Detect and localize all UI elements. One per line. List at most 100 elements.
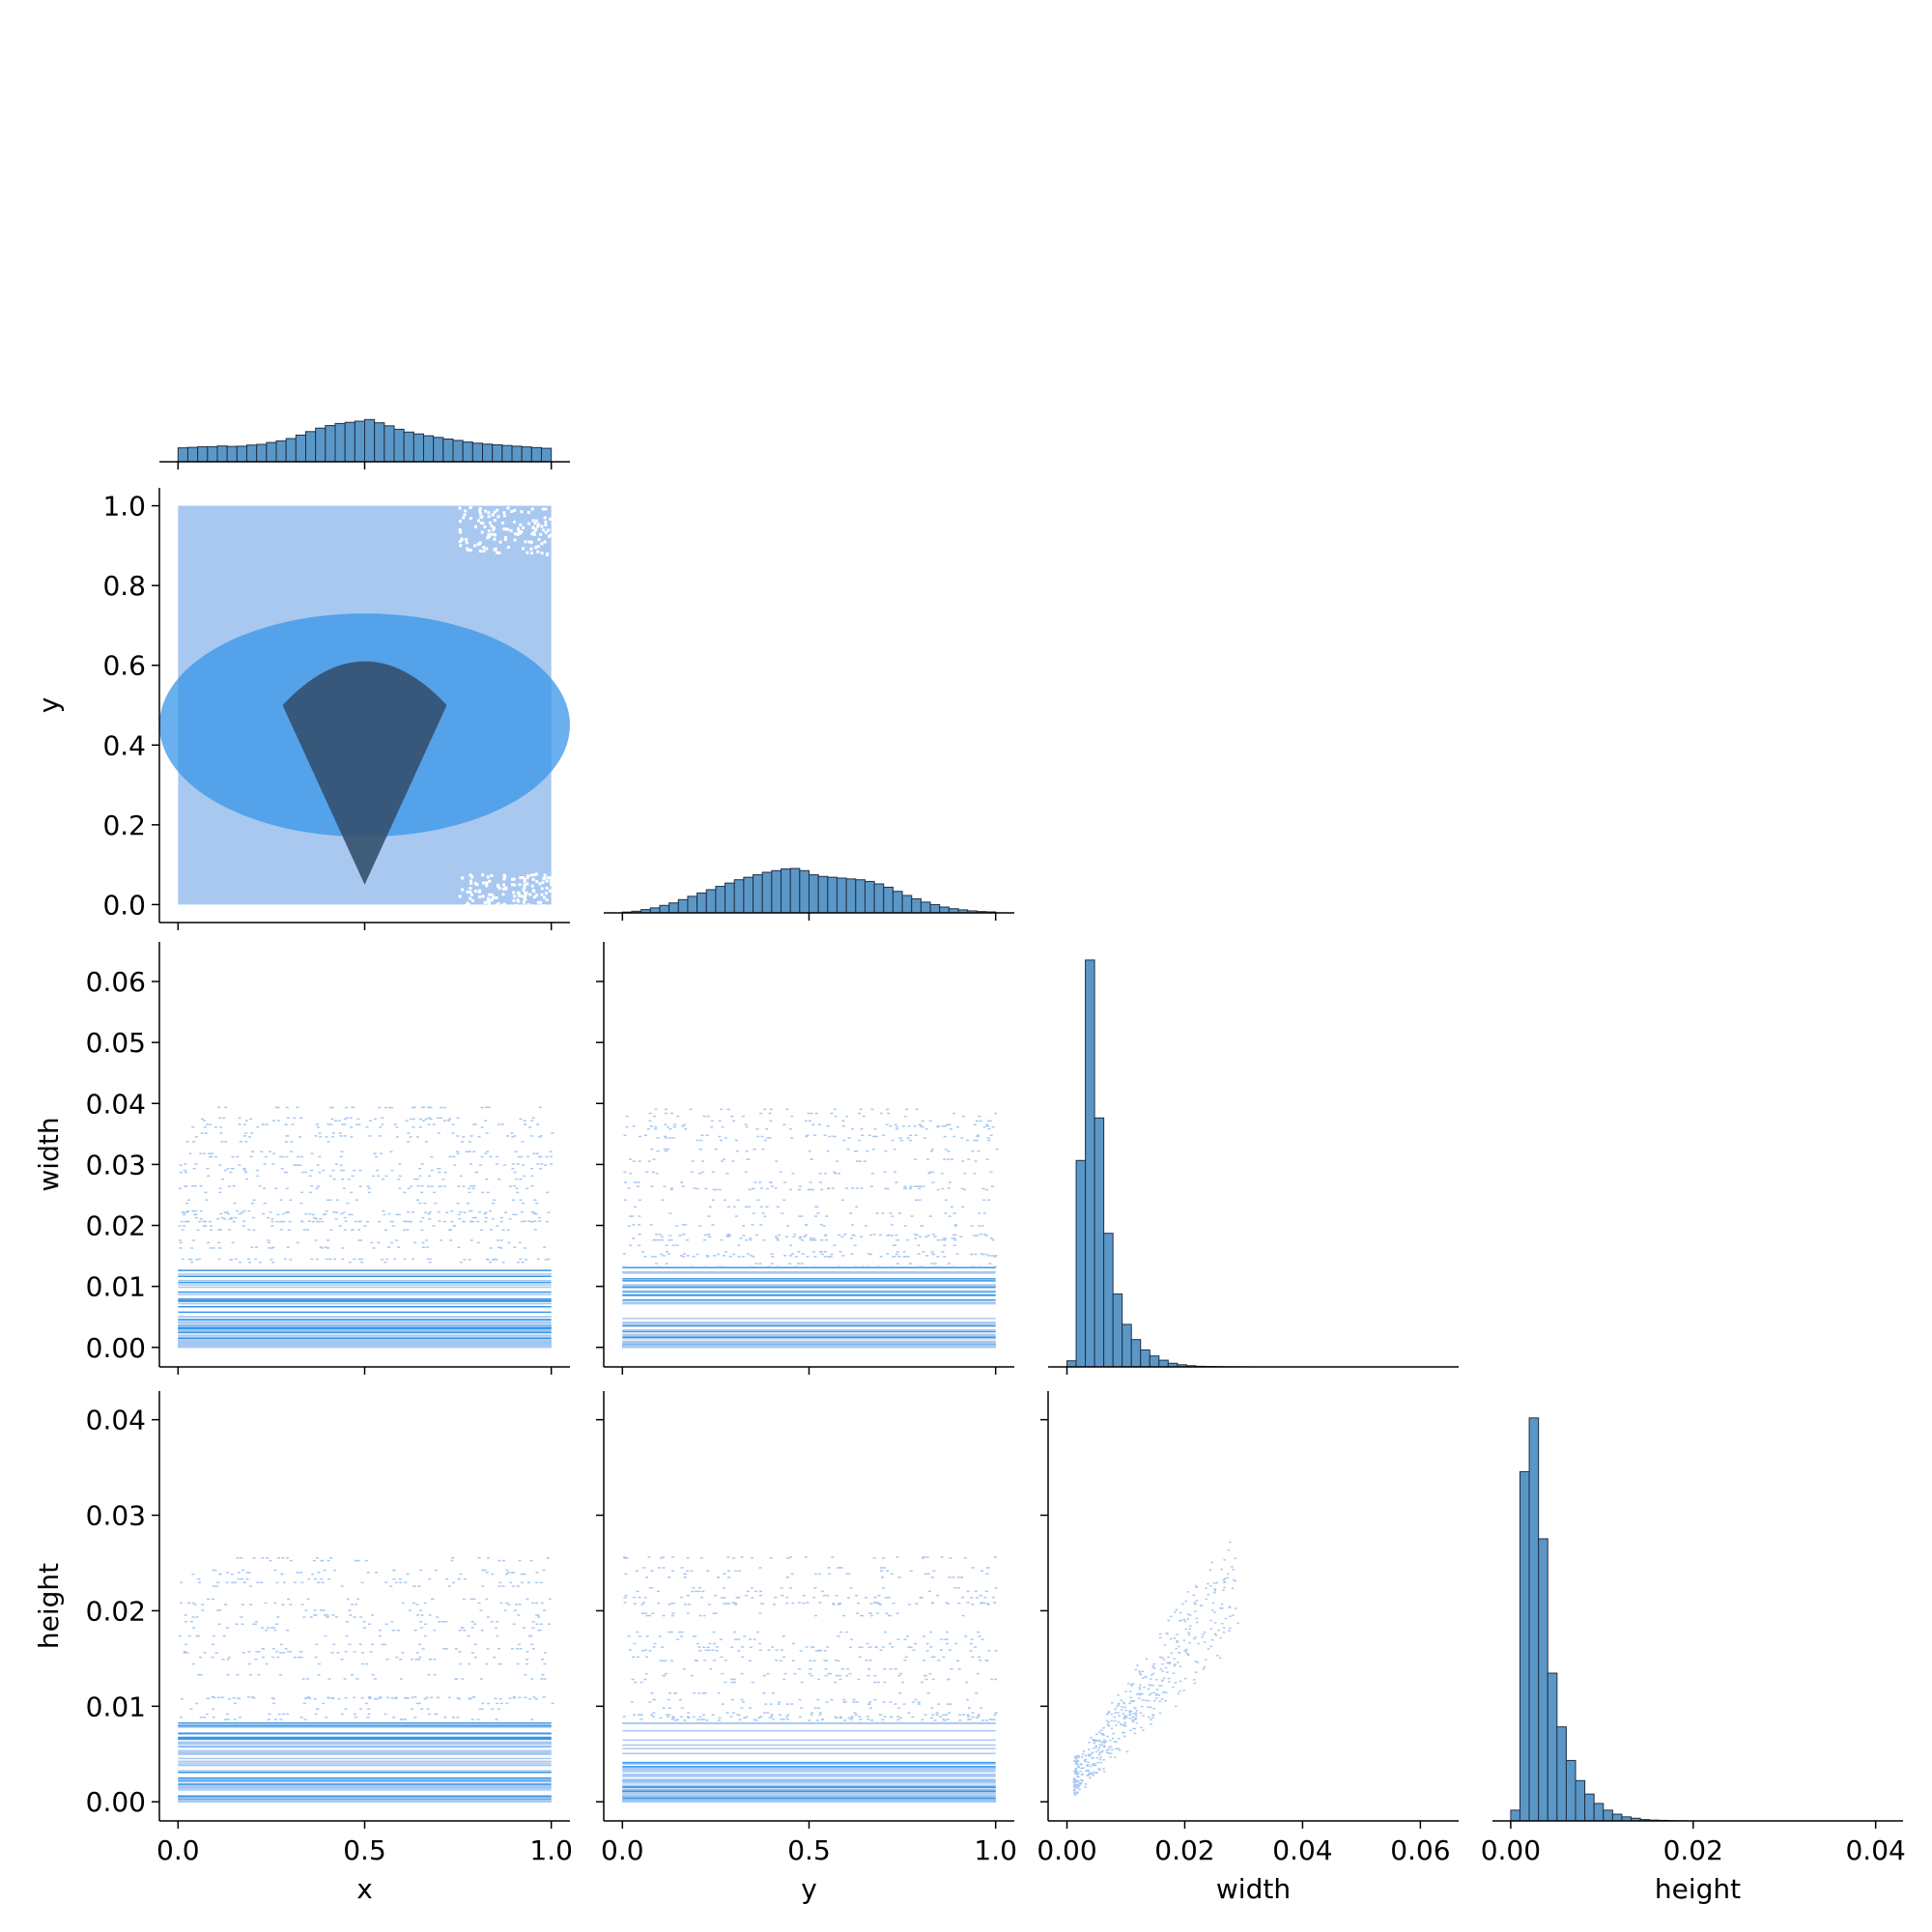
density-speck bbox=[262, 1212, 266, 1215]
density-speck bbox=[623, 1557, 627, 1559]
density-speck bbox=[785, 1596, 789, 1599]
density-gap bbox=[485, 884, 489, 888]
density-speck bbox=[769, 1557, 773, 1559]
density-speck bbox=[471, 1216, 475, 1219]
histogram-bar bbox=[511, 445, 523, 463]
density-speck bbox=[853, 1150, 857, 1152]
density-speck bbox=[990, 1255, 994, 1257]
density-gap bbox=[530, 551, 534, 554]
density-speck bbox=[624, 1181, 628, 1183]
density-gap bbox=[478, 889, 482, 893]
density-speck bbox=[469, 1163, 473, 1165]
density-speck bbox=[363, 1225, 367, 1227]
density-speck bbox=[230, 1216, 234, 1219]
density-speck bbox=[874, 1135, 878, 1138]
density-speck bbox=[426, 1708, 430, 1710]
scatter-point bbox=[1110, 1713, 1114, 1716]
density-speck bbox=[247, 1209, 251, 1212]
density-speck bbox=[881, 1577, 885, 1578]
density-speck bbox=[632, 1656, 636, 1659]
density-speck bbox=[251, 1216, 255, 1219]
density-speck bbox=[408, 1220, 412, 1223]
density-speck bbox=[675, 1244, 679, 1246]
density-speck bbox=[302, 1702, 306, 1705]
density-gap bbox=[548, 889, 552, 893]
density-speck bbox=[744, 1206, 748, 1208]
density-speck bbox=[777, 1703, 781, 1705]
density-speck bbox=[715, 1650, 719, 1652]
density-speck bbox=[670, 1660, 674, 1662]
density-speck bbox=[640, 1612, 644, 1614]
density-speck bbox=[850, 1127, 854, 1130]
density-speck bbox=[469, 1209, 472, 1212]
density-speck bbox=[985, 1123, 989, 1125]
density-speck bbox=[747, 1253, 751, 1255]
histogram-bar bbox=[530, 446, 543, 463]
density-speck bbox=[715, 1646, 719, 1648]
density-speck bbox=[894, 1123, 897, 1125]
density-speck bbox=[199, 1209, 203, 1212]
scatter-point bbox=[1100, 1751, 1103, 1753]
density-speck bbox=[494, 1697, 497, 1699]
scatter-point bbox=[1105, 1719, 1109, 1722]
density-speck bbox=[353, 1651, 356, 1653]
density-speck bbox=[518, 1604, 522, 1605]
density-speck bbox=[894, 1244, 897, 1246]
density-speck bbox=[486, 1648, 490, 1650]
density-speck bbox=[529, 1559, 533, 1562]
density-speck bbox=[244, 1178, 248, 1180]
density-speck bbox=[976, 1235, 980, 1236]
histogram-bar bbox=[911, 897, 922, 914]
density-speck bbox=[925, 1642, 929, 1645]
density-speck bbox=[781, 1635, 785, 1637]
density-speck bbox=[420, 1163, 424, 1165]
density-speck bbox=[432, 1123, 436, 1125]
density-speck bbox=[178, 1225, 182, 1227]
density-speck bbox=[897, 1577, 901, 1578]
scatter-point bbox=[1074, 1760, 1077, 1763]
scatter-point bbox=[1223, 1559, 1226, 1561]
density-speck bbox=[852, 1698, 856, 1701]
density-speck bbox=[633, 1714, 637, 1716]
density-speck bbox=[489, 1209, 493, 1212]
scatter-point bbox=[1229, 1541, 1232, 1544]
density-speck bbox=[412, 1126, 415, 1128]
scatter-point bbox=[1162, 1690, 1165, 1693]
scatter-point bbox=[1084, 1786, 1087, 1788]
density-speck bbox=[406, 1141, 410, 1143]
density-speck bbox=[543, 1652, 547, 1654]
density-gap bbox=[478, 549, 482, 553]
scatter-point bbox=[1186, 1613, 1190, 1615]
histogram-bar bbox=[1593, 1803, 1605, 1822]
scatter-point bbox=[1103, 1745, 1106, 1747]
density-speck bbox=[458, 1218, 462, 1220]
scatter-point bbox=[1151, 1717, 1154, 1719]
density-speck bbox=[858, 1112, 862, 1115]
density-speck bbox=[332, 1178, 336, 1180]
density-speck bbox=[230, 1168, 234, 1170]
scatter-point bbox=[1087, 1774, 1091, 1776]
density-speck bbox=[282, 1581, 286, 1583]
density-speck bbox=[879, 1567, 883, 1569]
histogram-bar bbox=[920, 901, 931, 914]
scatter-point bbox=[1094, 1764, 1097, 1767]
density-core bbox=[282, 661, 447, 885]
density-gap bbox=[515, 903, 519, 907]
density-speck bbox=[643, 1597, 647, 1599]
density-speck bbox=[676, 1115, 680, 1118]
scatter-point bbox=[1229, 1615, 1232, 1618]
density-speck bbox=[317, 1662, 321, 1665]
density-speck bbox=[500, 1123, 504, 1125]
scatter-point bbox=[1174, 1663, 1177, 1665]
density-speck bbox=[472, 1598, 476, 1601]
scatter-point bbox=[1217, 1629, 1220, 1632]
density-speck bbox=[547, 1211, 551, 1213]
scatter-point bbox=[1223, 1581, 1226, 1583]
density-speck bbox=[511, 1136, 515, 1138]
density-speck bbox=[299, 1656, 303, 1659]
density-speck bbox=[260, 1151, 264, 1152]
scatter-point bbox=[1139, 1693, 1142, 1696]
density-gap bbox=[522, 900, 526, 904]
density-speck bbox=[298, 1651, 302, 1653]
y-tick-label: 0.01 bbox=[86, 1271, 146, 1303]
